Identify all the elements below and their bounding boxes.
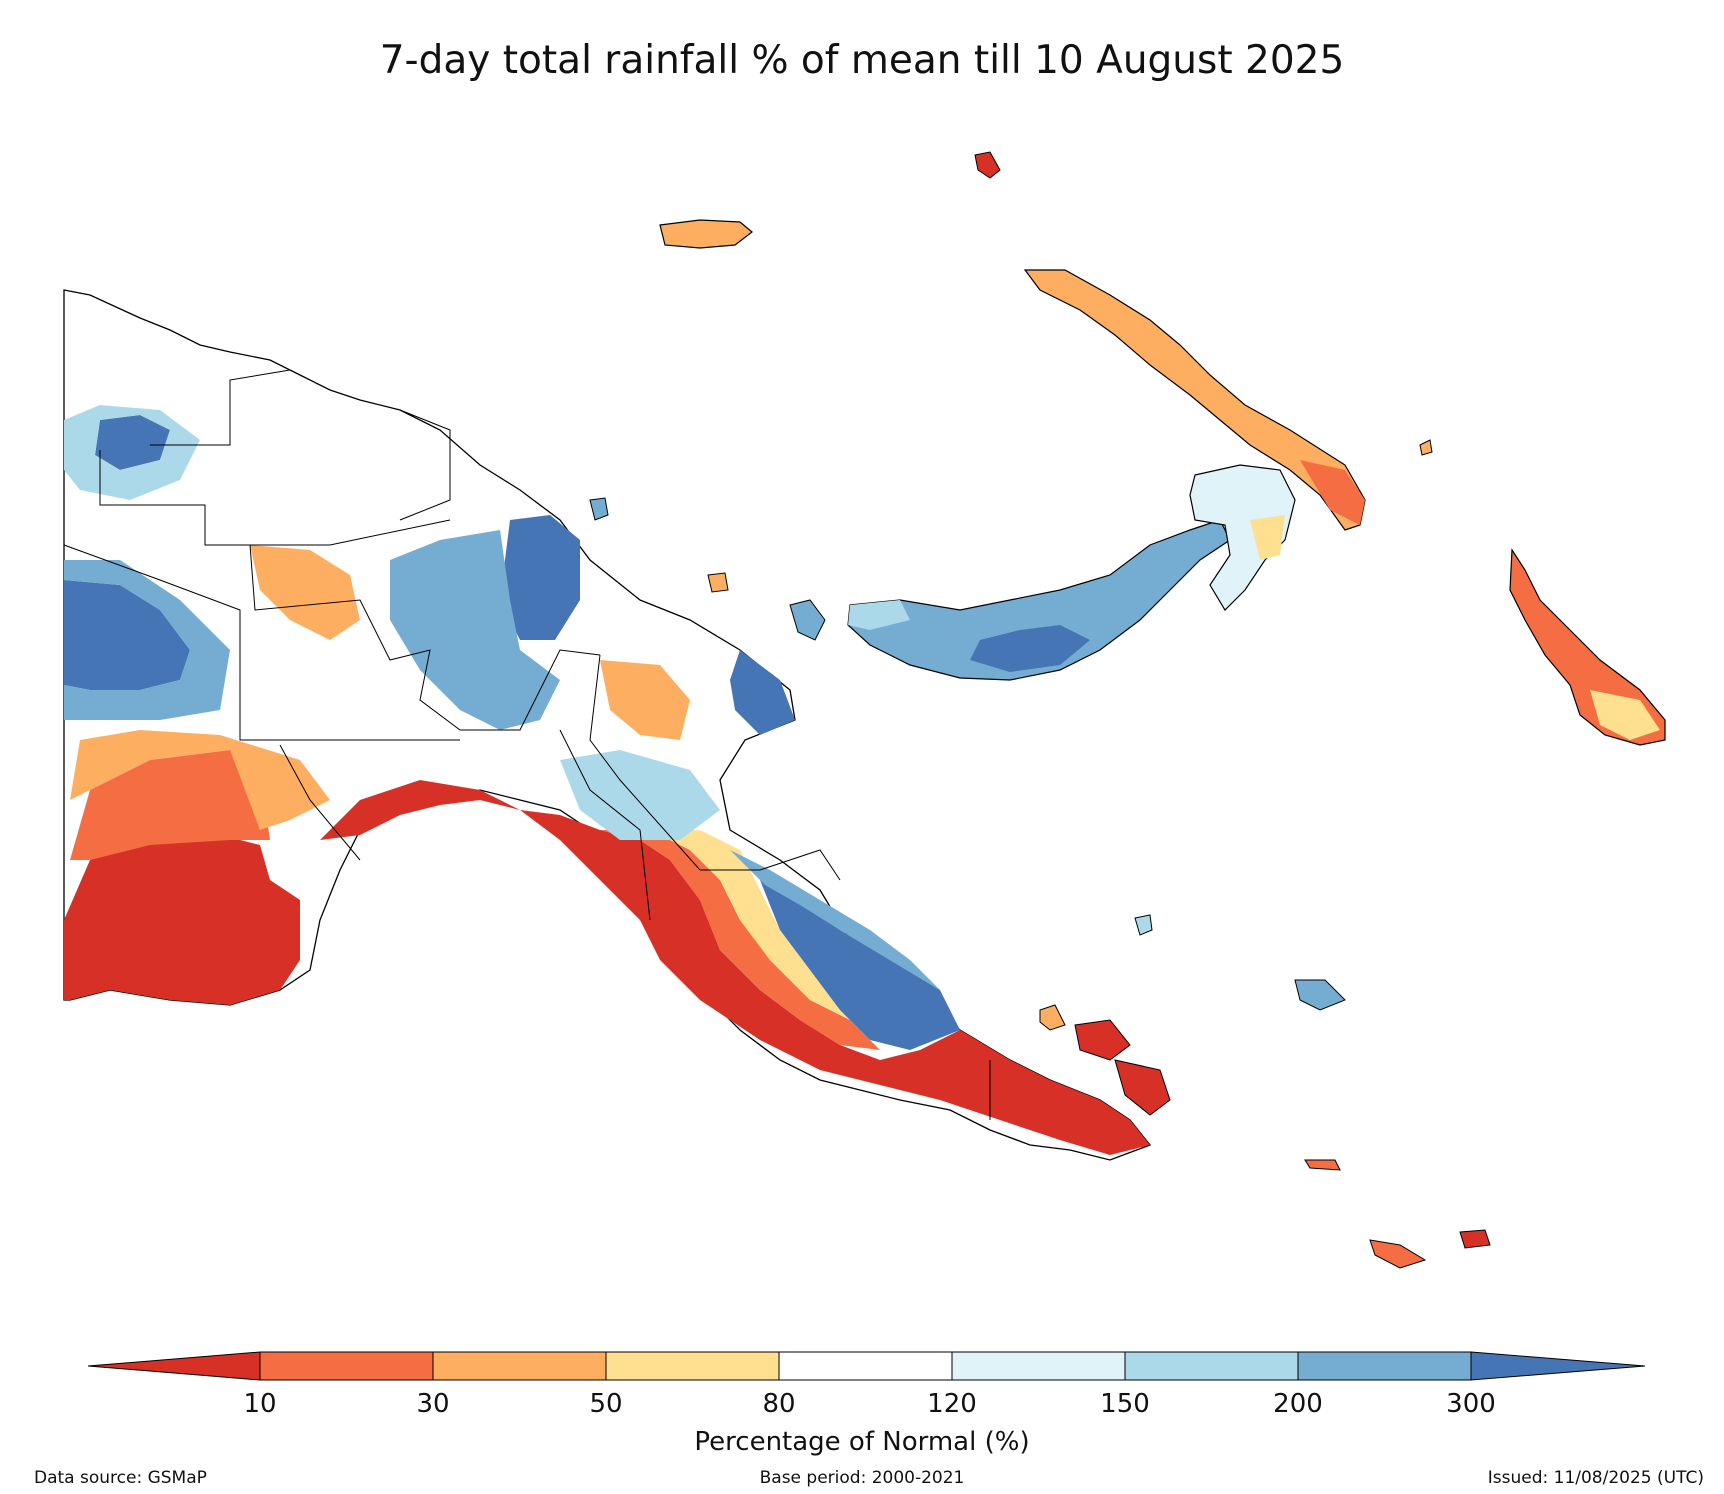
zone-very-wet-northwest — [95, 415, 170, 470]
colorbar-tick-label: 80 — [762, 1389, 796, 1419]
bougainville — [1509, 548, 1666, 746]
colorbar-tick-label: 30 — [416, 1389, 450, 1419]
colorbar-bin — [1124, 1351, 1299, 1381]
colorbar-bin — [1297, 1351, 1472, 1381]
base-period-label: Base period: 2000-2021 — [759, 1468, 965, 1488]
new-britain-base — [847, 519, 1231, 681]
new-britain-light — [848, 600, 910, 630]
issued-date-label: Issued: 11/08/2025 (UTC) — [1487, 1468, 1704, 1488]
zone-light-blue-central — [560, 750, 720, 840]
zone-wet-southeast — [730, 850, 940, 990]
zone-moderate-coast — [650, 830, 880, 1040]
zone-very-dry-gulf — [320, 780, 1150, 1155]
colorbar-bin — [259, 1351, 434, 1381]
zone-wet-north — [390, 530, 560, 730]
zone-dry-east-central — [600, 660, 690, 740]
gazelle-dry-patch — [1250, 515, 1285, 560]
manus-island — [659, 219, 753, 249]
bougainville-base — [1509, 548, 1666, 746]
colorbar-tick-label: 300 — [1446, 1389, 1496, 1419]
colorbar-bin — [432, 1351, 607, 1381]
province-boundaries — [63, 369, 991, 1120]
mainland-base — [63, 289, 1152, 1161]
colorbar-tick-label: 120 — [927, 1389, 977, 1419]
gazelle-peninsula — [1189, 464, 1296, 611]
zone-very-wet-west — [64, 580, 190, 690]
bougainville-moderate — [1590, 690, 1660, 740]
new-britain-wet-core — [970, 625, 1090, 672]
colorbar-lower-extension — [87, 1351, 261, 1381]
colorbar-bin — [951, 1351, 1126, 1381]
zone-dry-southwest — [70, 750, 270, 860]
zone-very-dry-southwest — [64, 835, 300, 1005]
zone-wet-northwest — [64, 405, 200, 500]
colorbar-tick-label: 50 — [589, 1389, 623, 1419]
new-britain — [847, 464, 1296, 681]
colorbar-tick-label: 10 — [243, 1389, 277, 1419]
data-source-label: Data source: GSMaP — [34, 1468, 207, 1488]
map-title: 7-day total rainfall % of mean till 10 A… — [379, 38, 1345, 83]
zone-very-wet-eastcape — [730, 650, 795, 735]
zone-moderate-southwest — [70, 730, 330, 830]
new-ireland-wet-end — [1300, 460, 1365, 525]
colorbar-bin — [605, 1351, 780, 1381]
zone-very-wet-north — [500, 515, 580, 640]
colorbar-title: Percentage of Normal (%) — [694, 1427, 1030, 1457]
colorbar-tick-label: 200 — [1273, 1389, 1323, 1419]
colorbar — [87, 1351, 1646, 1381]
small-islands — [589, 151, 1491, 1269]
zone-dry-coast — [600, 830, 880, 1050]
colorbar-upper-extension — [1470, 1351, 1646, 1381]
colorbar-bin — [778, 1351, 953, 1381]
zone-dry-highlands — [250, 545, 360, 640]
zone-wet-west — [64, 560, 230, 720]
colorbar-tick-label: 150 — [1100, 1389, 1150, 1419]
mainland-png — [63, 289, 1152, 1161]
zone-very-wet-southeast — [760, 880, 960, 1050]
new-ireland — [1023, 269, 1366, 531]
